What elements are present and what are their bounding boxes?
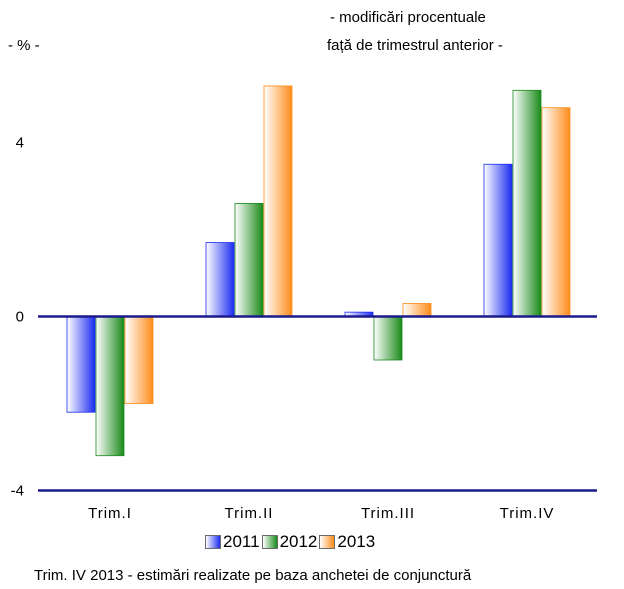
bar-2012-trim-i bbox=[95, 316, 125, 457]
legend-item-2012: 2012 bbox=[261, 532, 318, 552]
x-tick-label: Trim.II bbox=[225, 505, 274, 522]
legend-swatch-2011 bbox=[205, 535, 221, 549]
bar-2011-trim-iv bbox=[483, 163, 513, 317]
x-tick-label: Trim.I bbox=[88, 505, 132, 522]
chart-subtitle-line1: - modificări procentuale bbox=[330, 9, 486, 26]
bar-2013-trim-ii bbox=[263, 85, 293, 317]
legend-swatch-2013 bbox=[319, 535, 336, 549]
bar-2013-trim-iii bbox=[402, 303, 432, 317]
y-tick-label: 0 bbox=[16, 309, 24, 326]
y-tick-label: -4 bbox=[11, 483, 24, 500]
x-tick-label: Trim.IV bbox=[500, 505, 555, 522]
chart-footnote: Trim. IV 2013 - estimări realizate pe ba… bbox=[34, 567, 472, 584]
bar-2013-trim-iv bbox=[541, 107, 571, 317]
legend-item-2011: 2011 bbox=[205, 532, 260, 552]
legend-swatch-2012 bbox=[261, 535, 278, 549]
bar-2011-trim-ii bbox=[205, 242, 235, 317]
y-unit-label: - % - bbox=[8, 37, 40, 54]
legend-label-2011: 2011 bbox=[223, 532, 260, 551]
x-tick-label: Trim.III bbox=[361, 505, 415, 522]
bar-2011-trim-i bbox=[66, 316, 96, 413]
legend-item-2013: 2013 bbox=[319, 532, 375, 552]
chart-subtitle-line2: față de trimestrul anterior - bbox=[327, 37, 503, 54]
chart-legend: 2011 2012 2013 bbox=[205, 532, 377, 552]
y-tick-label: 4 bbox=[16, 135, 24, 152]
legend-label-2012: 2012 bbox=[279, 532, 318, 551]
legend-label-2013: 2013 bbox=[337, 532, 376, 551]
bar-2013-trim-i bbox=[124, 316, 154, 404]
bar-2012-trim-iv bbox=[512, 89, 542, 317]
bar-2012-trim-ii bbox=[234, 202, 264, 317]
bar-2012-trim-iii bbox=[373, 316, 403, 361]
